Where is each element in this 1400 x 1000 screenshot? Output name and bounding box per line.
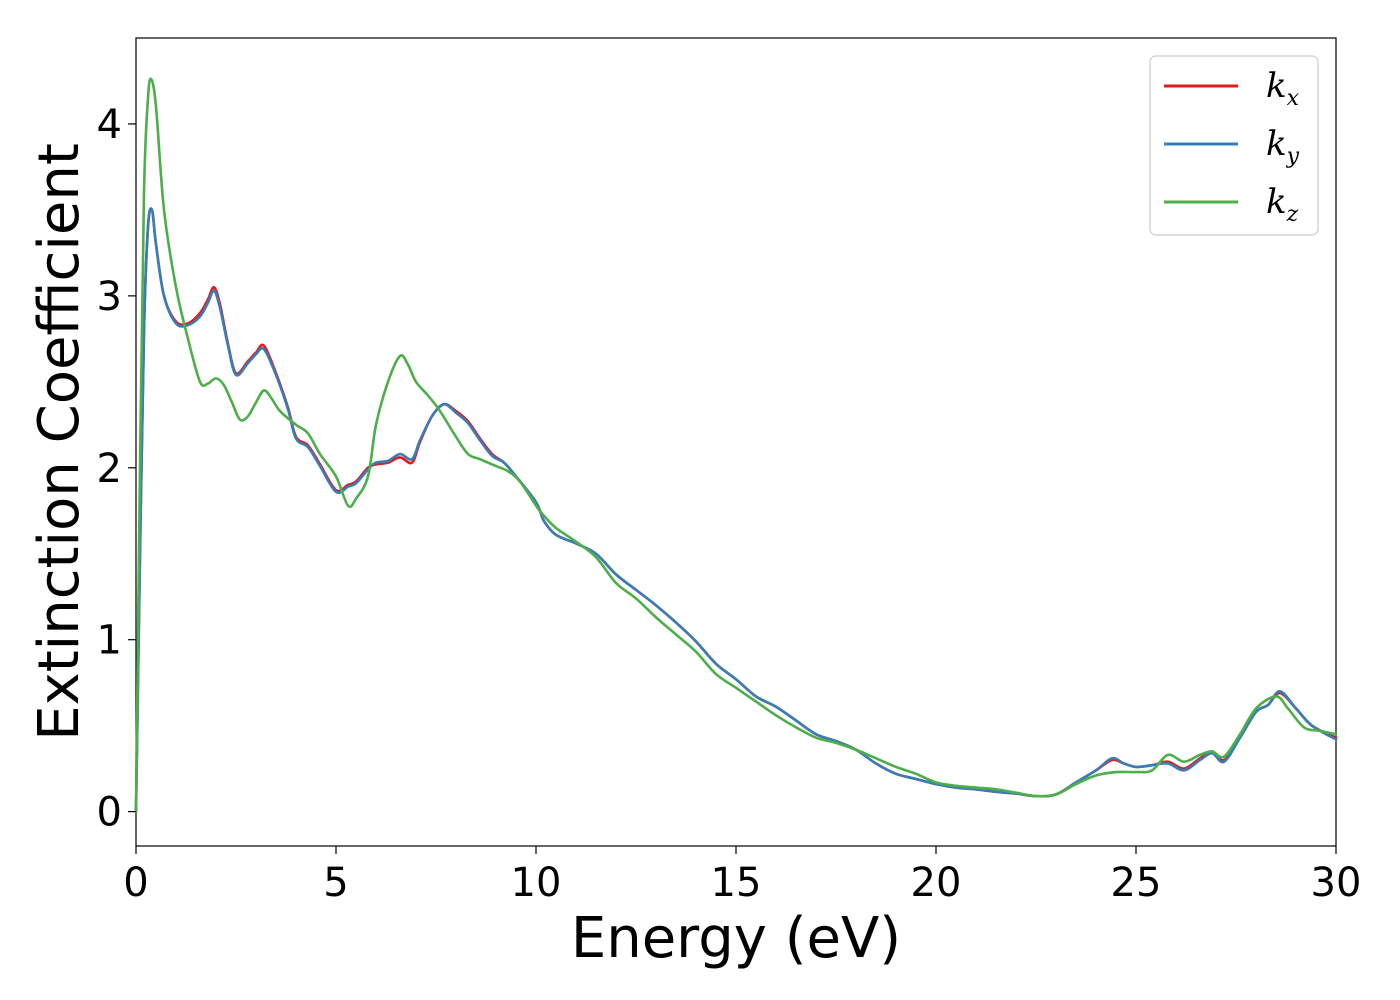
legend-label-base: k [1266,124,1287,164]
y-tick-label: 4 [97,102,122,148]
x-tick-label: 15 [711,860,762,906]
x-axis: 0 5 10 15 20 25 30 [123,846,1361,906]
y-axis: 0 1 2 3 4 [97,102,136,836]
plot-frame [135,37,1337,847]
series-line-kz [134,77,1338,813]
x-tick-label: 0 [123,860,148,906]
y-tick-label: 0 [97,790,122,836]
legend-label-subscript: y [1286,144,1300,169]
plot-area [134,37,1338,847]
legend-label: ky [1266,124,1300,169]
x-tick-label: 25 [1111,860,1162,906]
legend-label: kx [1266,66,1300,111]
x-tick-label: 20 [911,860,962,906]
x-tick-label: 10 [511,860,562,906]
y-tick-label: 3 [97,274,122,320]
y-tick-label: 1 [97,618,122,664]
legend-label-subscript: z [1286,202,1299,227]
series-layer [134,77,1338,813]
legend-label-base: k [1266,66,1287,106]
series-line-ky [134,207,1338,813]
legend-label-subscript: x [1287,86,1300,111]
x-tick-label: 5 [323,860,348,906]
legend-label-base: k [1266,182,1287,222]
x-tick-label: 30 [1311,860,1362,906]
x-axis-title: Energy (eV) [571,906,901,971]
y-tick-label: 2 [97,446,122,492]
y-axis-title: Extinction Coefficient [27,143,92,741]
legend-label: kz [1266,182,1299,227]
